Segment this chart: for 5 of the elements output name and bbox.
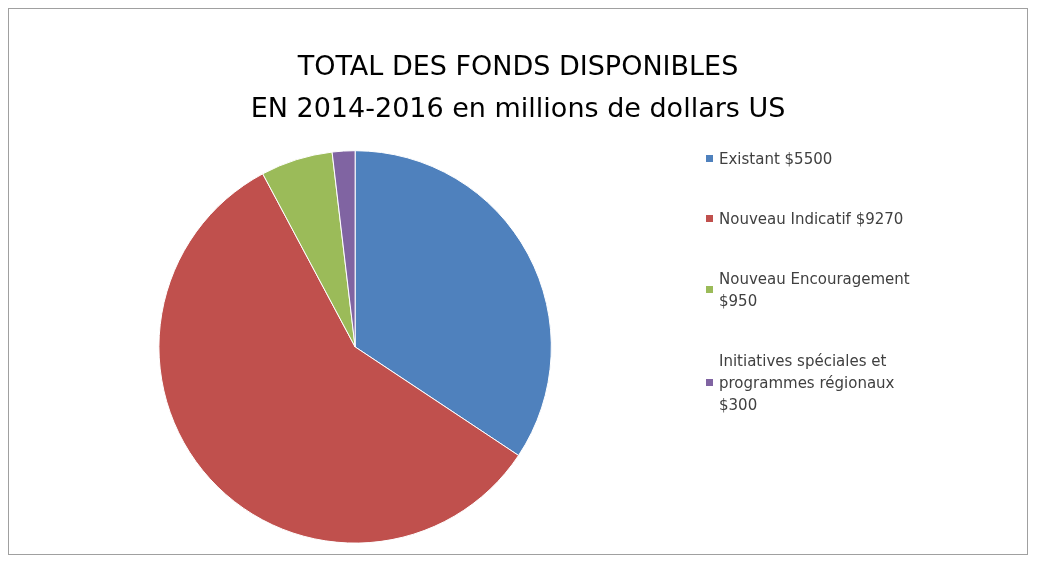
legend-label: Initiatives spéciales et programmes régionaux $300 (719, 351, 900, 414)
legend-label: Existant $5500 (719, 149, 833, 168)
chart-title: TOTAL DES FONDS DISPONIBLES EN 2014-2016 en millions de dollars US (250, 49, 786, 123)
legend-label: Nouveau Encouragement $950 (719, 269, 915, 310)
legend-label: Nouveau Indicatif $9270 (719, 209, 904, 228)
